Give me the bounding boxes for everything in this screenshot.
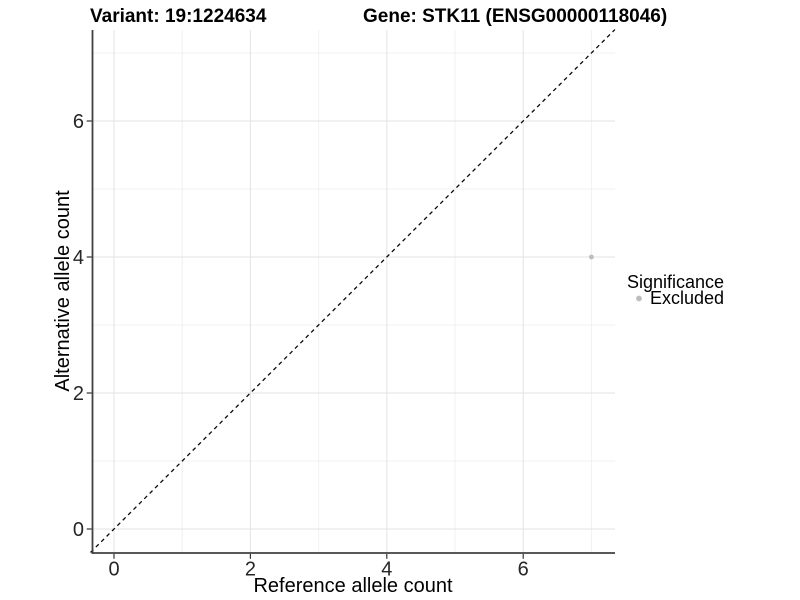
x-axis-title: Reference allele count [253,575,452,597]
y-tick-labels: 0 2 4 6 [73,111,84,541]
legend: Significance Excluded [627,272,724,308]
plot-title-variant: Variant: 19:1224634 [90,6,267,27]
y-tick-label: 4 [73,247,84,269]
y-axis-title: Alternative allele count [52,190,74,392]
x-tick-label: 2 [245,559,256,581]
x-tick-labels: 0 2 4 6 [108,559,528,581]
x-tick-label: 6 [518,559,529,581]
legend-key-excluded-dot [636,295,642,302]
x-tick-label: 0 [108,559,119,581]
gridlines-major [92,30,615,553]
data-point-excluded [589,254,594,260]
legend-title: Significance [627,272,724,292]
y-tick-label: 6 [73,111,84,133]
data-points-layer [589,254,594,260]
x-tick-label: 4 [381,559,392,581]
y-tick-label: 2 [73,383,84,405]
identity-reference-line [90,29,616,553]
y-tick-label: 0 [73,519,84,541]
gridlines-minor [92,30,615,553]
legend-label-excluded: Excluded [650,288,724,308]
plot-title-gene: Gene: STK11 (ENSG00000118046) [363,6,667,27]
tick-marks-layer [86,120,524,559]
